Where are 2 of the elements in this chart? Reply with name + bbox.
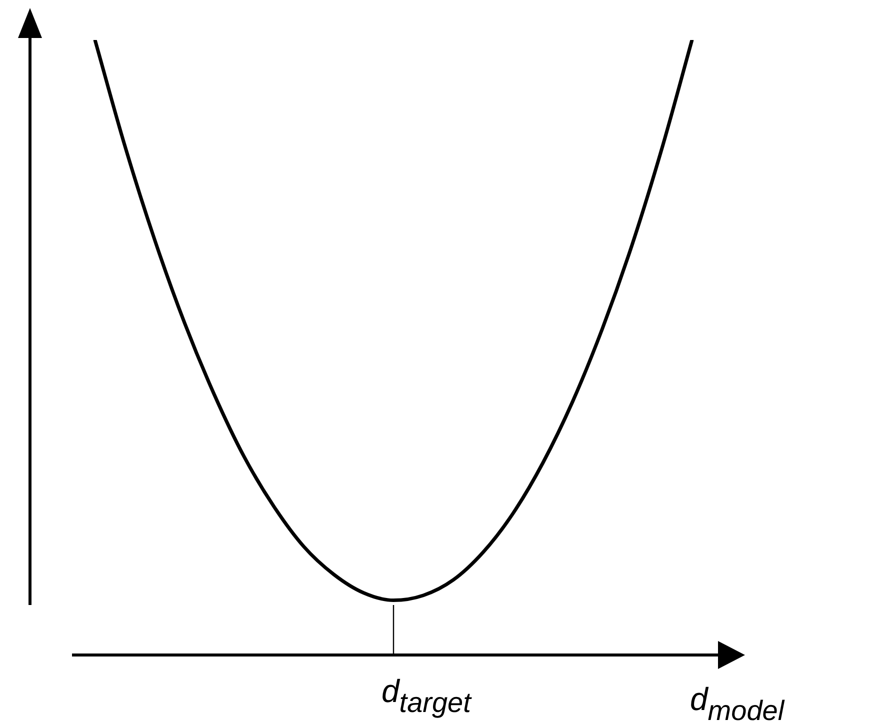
x-axis-title: d$_{model}$ <box>690 681 784 726</box>
text: d$_{target}$ <box>382 673 471 718</box>
